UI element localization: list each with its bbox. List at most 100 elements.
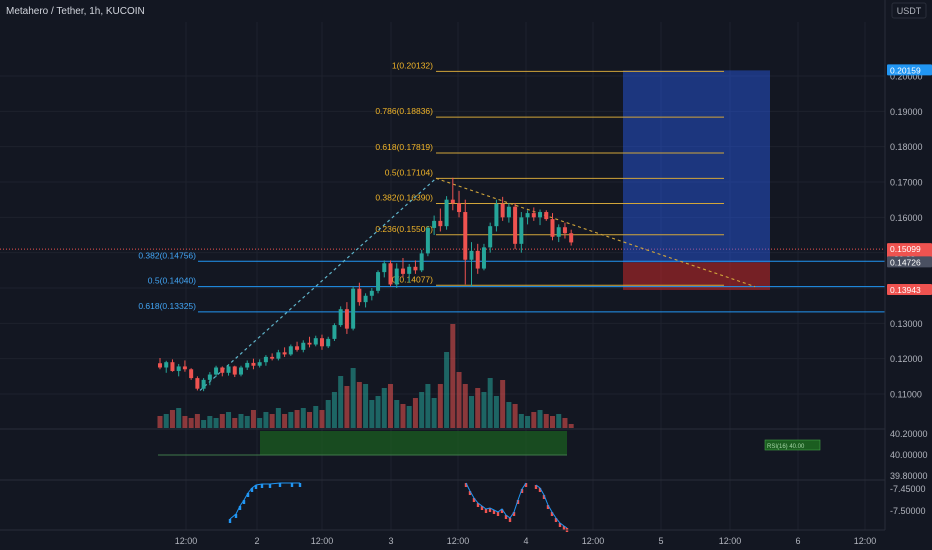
candlesticks bbox=[158, 177, 574, 392]
pane2-tick-label: -7.45000 bbox=[890, 484, 926, 494]
candle-body bbox=[313, 338, 318, 345]
price-tick-label: 0.13000 bbox=[890, 319, 923, 329]
candle-body bbox=[344, 309, 349, 329]
fib-level-label: 0.618(0.17819) bbox=[375, 142, 433, 152]
oscillator-mark bbox=[492, 510, 496, 514]
oscillator-mark bbox=[542, 495, 546, 499]
candle-body bbox=[488, 226, 493, 248]
oscillator-mark bbox=[550, 512, 554, 516]
stop-zone[interactable] bbox=[623, 262, 770, 291]
volume-bar bbox=[419, 392, 425, 428]
volume-bar bbox=[543, 414, 549, 428]
volume-bar bbox=[481, 392, 487, 428]
price-tag-box[interactable] bbox=[887, 256, 932, 268]
volume-bar bbox=[282, 414, 288, 428]
oscillator-mark bbox=[468, 491, 472, 495]
time-axis[interactable]: 12:00 2 12:00 3 12:00 4 12:00 5 12:00 6 12:00 bbox=[0, 529, 885, 546]
volume-bar bbox=[475, 388, 481, 428]
candle-body bbox=[226, 366, 231, 373]
uptrend-line[interactable] bbox=[199, 177, 437, 391]
candle-body bbox=[176, 366, 181, 372]
candle-body bbox=[164, 362, 169, 368]
volume-bar bbox=[269, 414, 275, 428]
price-tick-label: 0.12000 bbox=[890, 354, 923, 364]
candle-body bbox=[369, 290, 374, 296]
volume-bar bbox=[444, 352, 450, 428]
candle-body bbox=[251, 362, 256, 366]
target-zone[interactable] bbox=[623, 70, 770, 263]
currency-badge-box[interactable] bbox=[891, 2, 927, 19]
volume-bar bbox=[568, 424, 574, 428]
candle-body bbox=[400, 268, 405, 274]
oscillator-line bbox=[535, 484, 568, 529]
volume-bar bbox=[462, 384, 468, 428]
rsi-badge-box bbox=[764, 439, 821, 451]
volume-bar bbox=[562, 418, 568, 428]
candle-body bbox=[450, 199, 455, 204]
price-tick-label: 0.19000 bbox=[890, 107, 923, 117]
oscillator-mark bbox=[508, 518, 512, 522]
volume-bar bbox=[469, 396, 474, 428]
volume-bar bbox=[201, 420, 207, 428]
candle-body bbox=[351, 288, 356, 329]
time-tick-label: 6 bbox=[795, 536, 800, 546]
lower-indicator-panes: RSI(16) 40.00 bbox=[0, 428, 885, 532]
price-axis[interactable]: 0.20000 0.19000 0.18000 0.17000 0.16000 0.150… bbox=[884, 0, 932, 530]
candle-body bbox=[319, 338, 324, 347]
oscillator-mark bbox=[496, 512, 500, 516]
oscillator-mark bbox=[484, 509, 488, 513]
volume-bar bbox=[275, 408, 281, 428]
volume-bar bbox=[406, 406, 412, 428]
volume-bar bbox=[425, 384, 431, 428]
volume-bar bbox=[325, 400, 331, 428]
time-tick-label: 12:00 bbox=[582, 536, 605, 546]
candle-body bbox=[469, 250, 474, 260]
volume-bar bbox=[381, 388, 387, 428]
trend-lines[interactable] bbox=[199, 177, 756, 391]
downtrend-line[interactable] bbox=[435, 177, 756, 288]
candle-body bbox=[189, 369, 194, 379]
fib-level-label: 1(0.20132) bbox=[392, 60, 433, 70]
price-tag-box[interactable] bbox=[887, 64, 932, 76]
candle-body bbox=[388, 263, 393, 285]
oscillator-mark bbox=[500, 509, 504, 513]
volume-bar bbox=[350, 368, 356, 428]
oscillator-mark bbox=[290, 483, 294, 487]
fib-support-lines[interactable]: 0.382(0.14756) 0.5(0.14040) 0.618(0.13325) bbox=[138, 250, 885, 313]
oscillator-mark bbox=[524, 483, 528, 487]
candle-body bbox=[220, 367, 225, 373]
fib-level-label: 0.786(0.18836) bbox=[375, 106, 433, 116]
candle-body bbox=[513, 206, 518, 244]
oscillator-mark bbox=[250, 488, 254, 492]
volume-bar bbox=[294, 410, 300, 428]
volume-bar bbox=[506, 402, 512, 428]
volume-bar bbox=[188, 418, 194, 428]
position-zones[interactable] bbox=[623, 70, 770, 291]
oscillator-mark bbox=[298, 483, 302, 487]
oscillator-mark bbox=[476, 503, 480, 507]
volume-bar bbox=[363, 384, 369, 428]
oscillator-mark bbox=[278, 483, 282, 487]
candle-body bbox=[288, 346, 293, 355]
candle-body bbox=[419, 253, 424, 271]
volume-bar bbox=[344, 386, 350, 428]
candle-body bbox=[245, 362, 250, 368]
volume-bar bbox=[169, 410, 175, 428]
candle-body bbox=[170, 362, 175, 372]
volume-bar bbox=[400, 404, 406, 428]
volume-bar bbox=[300, 408, 306, 428]
candle-body bbox=[326, 338, 331, 347]
candle-body bbox=[519, 217, 524, 244]
support-label: 0.618(0.13325) bbox=[138, 301, 196, 311]
candle-body bbox=[307, 342, 312, 345]
volume-bar bbox=[412, 398, 418, 428]
oscillator-mark bbox=[254, 485, 258, 489]
volume-bar bbox=[493, 396, 499, 428]
fib-retracement[interactable]: 1(0.20132) 0.786(0.18836) 0.618(0.17819) 0.… bbox=[375, 60, 724, 286]
candle-body bbox=[556, 227, 561, 237]
price-tag-box[interactable] bbox=[887, 284, 932, 296]
candle-body bbox=[376, 272, 381, 291]
candle-body bbox=[257, 362, 262, 366]
